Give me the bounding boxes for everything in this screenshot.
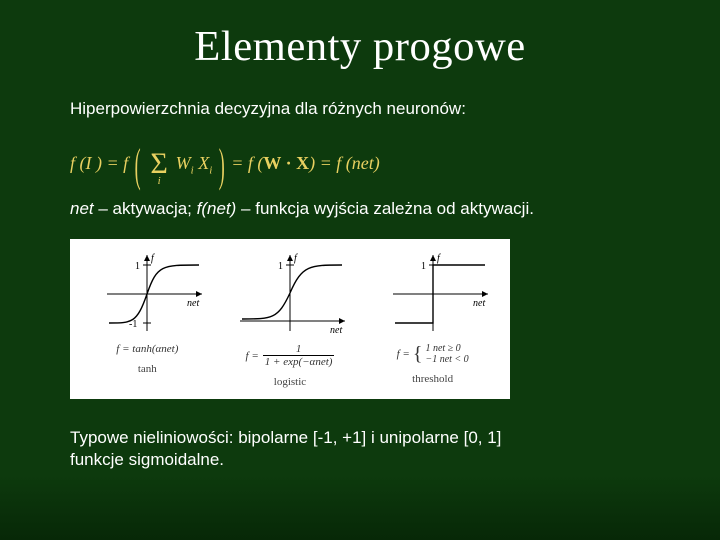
formula-Xi-sub: i	[209, 165, 212, 177]
formula-eq2: = f (	[231, 153, 263, 173]
logistic-formula: f = 1 1 + exp(−αnet)	[246, 343, 335, 368]
footer-line-1: Typowe nieliniowości: bipolarne [-1, +1]…	[70, 427, 660, 449]
formula-region: f (I ) = f ( Σ i Wi Xi ) = f (W · X) = f…	[70, 129, 660, 199]
formula-Wi: W	[176, 153, 191, 173]
intro-text: Hiperpowierzchnia decyzyjna dla różnych …	[70, 99, 660, 119]
tanh-formula: f = tanh(αnet)	[116, 343, 178, 355]
thr-y1: 1	[421, 261, 426, 272]
slide-title: Elementy progowe	[0, 0, 720, 71]
line2-mid1: – aktywacja;	[94, 199, 197, 218]
formula-Wi-sub: i	[191, 165, 194, 177]
chart-tanh: 1 -1 net f f = tanh(αnet) tanh	[82, 249, 212, 375]
sigma-sub: i	[147, 175, 171, 187]
log-flabel: f	[294, 253, 298, 264]
log-y1: 1	[278, 261, 283, 272]
log-xlabel: net	[330, 325, 342, 336]
log-sub-pre: f =	[246, 350, 259, 362]
formula-fI: f (I ) = f	[70, 153, 128, 173]
formula-Xi: X	[198, 153, 209, 173]
footer-line-2: funkcje sigmoidalne.	[70, 449, 660, 471]
tanh-y1: 1	[135, 261, 140, 272]
threshold-formula: f = { 1 net ≥ 0 −1 net < 0	[397, 343, 469, 365]
chart-logistic: 1 net f f = 1 1 + exp(−αnet) logistic	[225, 249, 355, 388]
tanh-flabel: f	[151, 253, 155, 264]
thr-flabel: f	[437, 253, 441, 264]
log-sub-top: 1	[296, 343, 302, 355]
thr-sub-l2: −1 net < 0	[425, 354, 468, 365]
thr-sub-l1: 1 net ≥ 0	[425, 343, 468, 354]
net-term: net	[70, 199, 94, 218]
logistic-name: logistic	[274, 376, 306, 388]
tanh-plot-icon: 1 -1 net f	[87, 249, 207, 339]
threshold-name: threshold	[412, 373, 453, 385]
formula-WX: W · X	[263, 153, 309, 173]
log-sub-bot: 1 + exp(−αnet)	[263, 355, 335, 368]
tanh-ym1: -1	[129, 319, 137, 330]
activation-text: net – aktywacja; f(net) – funkcja wyjści…	[70, 199, 660, 219]
formula: f (I ) = f ( Σ i Wi Xi ) = f (W · X) = f…	[70, 143, 380, 177]
line2-mid2: – funkcja wyjścia zależna od aktywacji.	[236, 199, 534, 218]
thr-xlabel: net	[473, 298, 485, 309]
sigma-block: Σ i	[147, 143, 171, 177]
logistic-plot-icon: 1 net f	[230, 249, 350, 339]
tanh-sub-text: f = tanh(αnet)	[116, 343, 178, 355]
footer-text: Typowe nieliniowości: bipolarne [-1, +1]…	[70, 427, 660, 471]
formula-close: ) = f (net)	[309, 153, 380, 173]
tanh-name: tanh	[138, 363, 157, 375]
rparen-icon: )	[219, 139, 225, 194]
fnet-term: f(net)	[197, 199, 237, 218]
threshold-plot-icon: 1 net f	[373, 249, 493, 339]
slide: Elementy progowe Hiperpowierzchnia decyz…	[0, 0, 720, 540]
chart-panel: 1 -1 net f f = tanh(αnet) tanh	[70, 239, 510, 399]
thr-sub-pre: f =	[397, 348, 410, 360]
chart-threshold: 1 net f f = { 1 net ≥ 0 −1 net < 0 thres…	[368, 249, 498, 385]
brace-icon: {	[413, 343, 423, 365]
lparen-icon: (	[135, 139, 141, 194]
tanh-xlabel: net	[187, 298, 199, 309]
slide-content: Hiperpowierzchnia decyzyjna dla różnych …	[0, 99, 720, 471]
